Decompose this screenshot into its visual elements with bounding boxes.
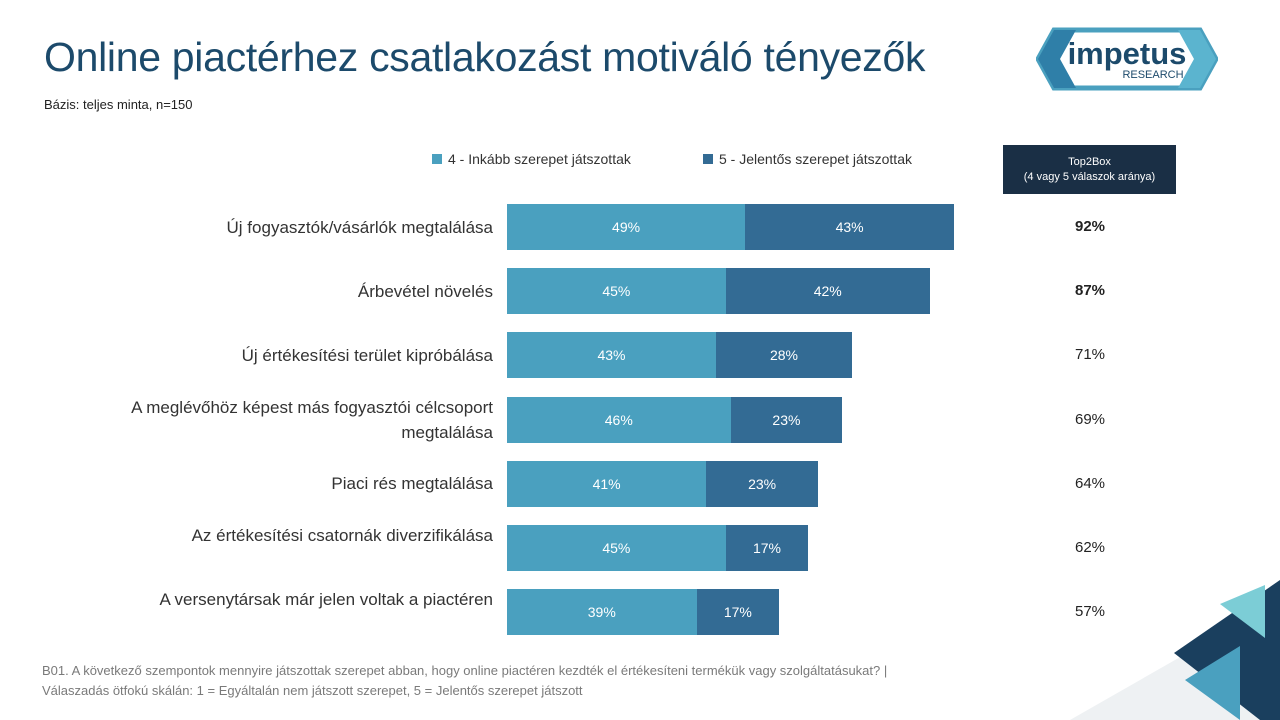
bar-value-label: 45% (602, 283, 631, 300)
top2box-value: 92% (1074, 218, 1106, 235)
bar-segment: 17% (696, 589, 780, 636)
bar-value-label: 46% (604, 411, 633, 428)
category-label: Piaci rés megtalálása (331, 474, 493, 494)
decorative-corner (1070, 580, 1280, 720)
bar-segment: 43% (745, 204, 955, 250)
category-label: Új fogyasztók/vásárlók megtalálása (226, 217, 493, 237)
legend-label-series4: 4 - Inkább szerepet játszottak (448, 151, 631, 167)
bar-segment: 43% (507, 332, 716, 379)
page-title: Online piactérhez csatlakozást motiváló … (44, 34, 926, 80)
bar-segment: 17% (725, 525, 809, 571)
bar-segment: 23% (730, 396, 843, 443)
bar-value-label: 17% (723, 604, 752, 621)
category-label: Az értékesítési csatornák diverzifikálás… (191, 526, 493, 545)
category-label: A meglévőhöz képest más fogyasztói célcs… (131, 397, 493, 442)
legend-label-series5: 5 - Jelentős szerepet játszottak (719, 151, 912, 167)
bar-segment: 39% (507, 589, 697, 636)
bar-segment: 49% (507, 204, 746, 250)
footnote: B01. A következő szempontok mennyire ját… (42, 661, 887, 701)
bar-value-label: 43% (835, 219, 864, 235)
impetus-logo: impetus RESEARCH (1036, 27, 1218, 91)
bar-value-label: 23% (772, 411, 801, 428)
top2box-header-subtitle: (4 vagy 5 válaszok aránya) (1023, 170, 1156, 183)
bar-value-label: 17% (752, 540, 781, 556)
legend-swatch-series4 (432, 154, 442, 164)
bar-segment: 41% (507, 460, 707, 507)
logo-text: impetus (1068, 36, 1187, 71)
legend-item-series4: 4 - Inkább szerepet játszottak (432, 151, 631, 167)
category-label: Új értékesítési terület kipróbálása (241, 345, 493, 365)
top2box-header: Top2Box (4 vagy 5 válaszok aránya) (1003, 145, 1176, 194)
bar-segment: 28% (715, 332, 853, 379)
bar-value-label: 28% (769, 347, 799, 364)
legend-swatch-series5 (703, 154, 713, 164)
bar-segment: 46% (507, 396, 731, 443)
logo-subtext: RESEARCH (1122, 69, 1183, 81)
category-label: A versenytársak már jelen voltak a piact… (159, 590, 493, 610)
bar-segment: 23% (706, 460, 819, 507)
bar-value-label: 23% (748, 475, 777, 492)
top2box-value: 57% (1074, 603, 1106, 621)
bar-segment: 45% (507, 525, 726, 571)
legend-item-series5: 5 - Jelentős szerepet játszottak (703, 151, 912, 167)
base-note: Bázis: teljes minta, n=150 (44, 97, 193, 112)
bar-value-label: 45% (602, 540, 631, 556)
bar-value-label: 39% (587, 604, 616, 621)
top2box-value: 71% (1074, 346, 1106, 364)
top2box-value: 69% (1074, 410, 1106, 428)
top2box-value: 62% (1074, 539, 1106, 556)
footnote-scale: Válaszadás ötfokú skálán: 1 = Egyáltalán… (42, 683, 583, 698)
bar-value-label: 42% (813, 283, 842, 300)
bar-value-label: 49% (612, 219, 641, 235)
bar-segment: 45% (507, 268, 726, 315)
bar-segment: 42% (725, 268, 930, 315)
bar-value-label: 41% (592, 475, 621, 492)
top2box-value: 64% (1074, 474, 1106, 492)
footnote-question: B01. A következő szempontok mennyire ját… (42, 663, 888, 678)
bar-value-label: 43% (597, 347, 626, 364)
top2box-value: 87% (1074, 282, 1106, 300)
top2box-header-title: Top2Box (1068, 155, 1111, 168)
category-label: Árbevétel növelés (357, 281, 493, 301)
